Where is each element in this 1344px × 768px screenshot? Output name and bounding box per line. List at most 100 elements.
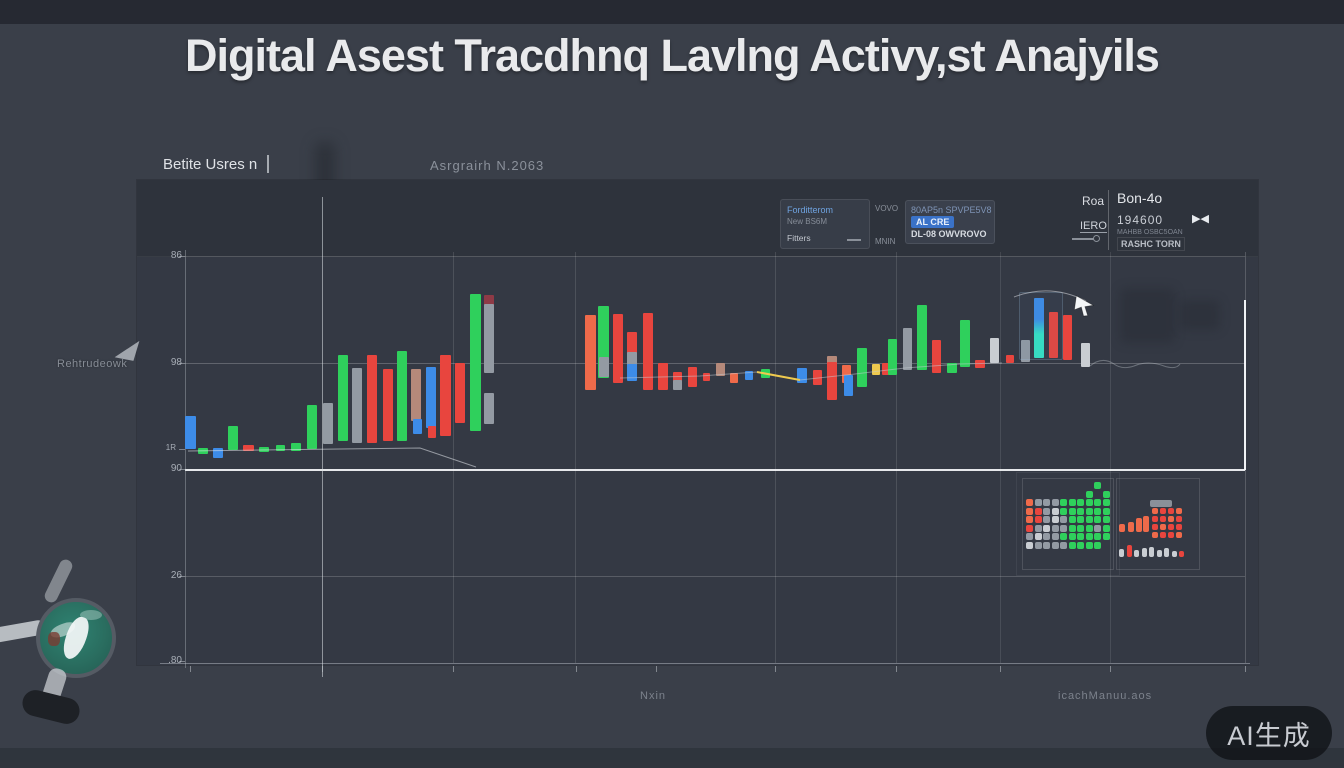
price-bar[interactable] [243,445,254,451]
price-bar[interactable] [484,393,494,424]
heatmap-cell [1034,524,1042,532]
y-tick-mark [179,576,185,577]
price-bar[interactable] [627,332,637,355]
heatmap-cell [1043,516,1050,523]
price-bar[interactable] [198,448,208,454]
price-bar[interactable] [627,364,637,381]
mini-bar [1128,522,1134,532]
heatmap-cell [1051,533,1059,540]
play-button[interactable]: ▶◀ [1192,213,1209,225]
price-bar[interactable] [688,367,697,387]
price-bar[interactable] [917,305,927,370]
price-bar[interactable] [888,339,897,375]
summary-title: Bon-4o [1117,190,1163,206]
heatmap-cell [1026,507,1033,515]
price-bar[interactable] [1063,315,1072,360]
price-bar[interactable] [761,369,770,378]
price-bar[interactable] [276,445,285,451]
price-bar[interactable] [613,314,623,383]
price-bar[interactable] [228,426,238,450]
price-bar[interactable] [307,405,317,449]
y-tick-label: 86 [170,250,182,261]
v-gridline [1244,300,1246,470]
al-cre-chip[interactable]: AL CRE [911,216,955,228]
price-bar[interactable] [627,352,637,368]
price-bar[interactable] [291,443,301,451]
price-bar[interactable] [716,363,725,376]
heatmap-cell [1094,524,1101,532]
price-bar[interactable] [797,368,807,383]
info-panel[interactable]: 80AP5n SPVPE5V8 AL CRE DL-08 OWVROVO [905,200,995,244]
price-bar[interactable] [857,348,867,387]
price-bar[interactable] [990,338,999,363]
heatmap-cell [1176,516,1182,522]
price-bar[interactable] [484,295,494,306]
price-bar[interactable] [585,315,596,390]
price-bar[interactable] [658,363,668,390]
heatmap-panel-left[interactable] [1022,478,1114,570]
heatmap-panel-right[interactable] [1116,478,1200,570]
price-bar[interactable] [413,419,422,434]
price-bar[interactable] [827,362,837,400]
h-gridline [185,576,1245,577]
price-bar[interactable] [599,357,609,377]
price-bar[interactable] [947,363,957,373]
price-bar[interactable] [323,403,333,444]
chart-panel: Betite Usres n Asrgrairh N.2063 Forditte… [137,155,1258,665]
price-bar[interactable] [440,355,451,436]
heatmap-cell [1094,507,1101,515]
y-tick-label: .80 [168,655,182,666]
price-bar[interactable] [1081,343,1090,367]
filter-panel[interactable]: Forditterom New BS6M Fitters [780,199,870,249]
heatmap-cell [1051,516,1059,523]
x-tick-mark [190,666,191,672]
price-bar[interactable] [643,313,653,390]
price-bar[interactable] [411,369,421,421]
v-gridline [775,252,776,663]
price-bar[interactable] [383,369,393,441]
price-bar[interactable] [975,360,985,368]
top-decorative-bar [0,0,1344,24]
price-bar[interactable] [338,355,348,441]
price-bar[interactable] [844,375,853,396]
mini-bar [1171,551,1177,557]
price-bar[interactable] [470,294,481,431]
price-bar[interactable] [598,306,609,378]
price-bar[interactable] [428,426,436,438]
price-bar[interactable] [872,364,880,375]
price-bar[interactable] [426,367,436,428]
price-bar[interactable] [932,340,941,373]
price-bar[interactable] [813,370,822,385]
price-bar[interactable] [1034,298,1044,358]
summary-panel[interactable]: Bon-4o 194600 ▶◀ MAHBB OSBC5OAN RASHC TO… [1117,188,1247,251]
heatmap-cell [1068,499,1076,506]
y-tick-mark [179,449,185,450]
price-bar[interactable] [185,416,196,449]
price-bar[interactable] [960,320,970,367]
price-bar[interactable] [1006,355,1014,363]
price-bar[interactable] [213,448,223,458]
price-bar[interactable] [259,447,269,452]
price-bar[interactable] [367,355,377,443]
bottom-decorative-bar [0,748,1344,768]
price-bar[interactable] [673,380,682,390]
price-bar[interactable] [1049,312,1058,358]
price-bar[interactable] [397,351,407,441]
heatmap-cell [1152,524,1158,530]
price-bar[interactable] [730,373,738,383]
heatmap-cell [1085,533,1093,540]
heatmap-cell [1043,524,1050,532]
heatmap-cell [1085,499,1093,506]
iero-button[interactable]: IERO [1080,220,1107,233]
price-bar[interactable] [745,371,753,380]
price-bar[interactable] [827,356,837,364]
y-tick-mark [179,469,185,470]
price-bar[interactable] [484,304,494,373]
x-tick-mark [656,666,657,672]
price-bar[interactable] [455,363,465,423]
price-bar[interactable] [703,373,710,381]
price-bar[interactable] [352,368,362,443]
heatmap-cell [1034,499,1042,506]
price-bar[interactable] [903,328,912,370]
price-bar[interactable] [1021,340,1030,362]
